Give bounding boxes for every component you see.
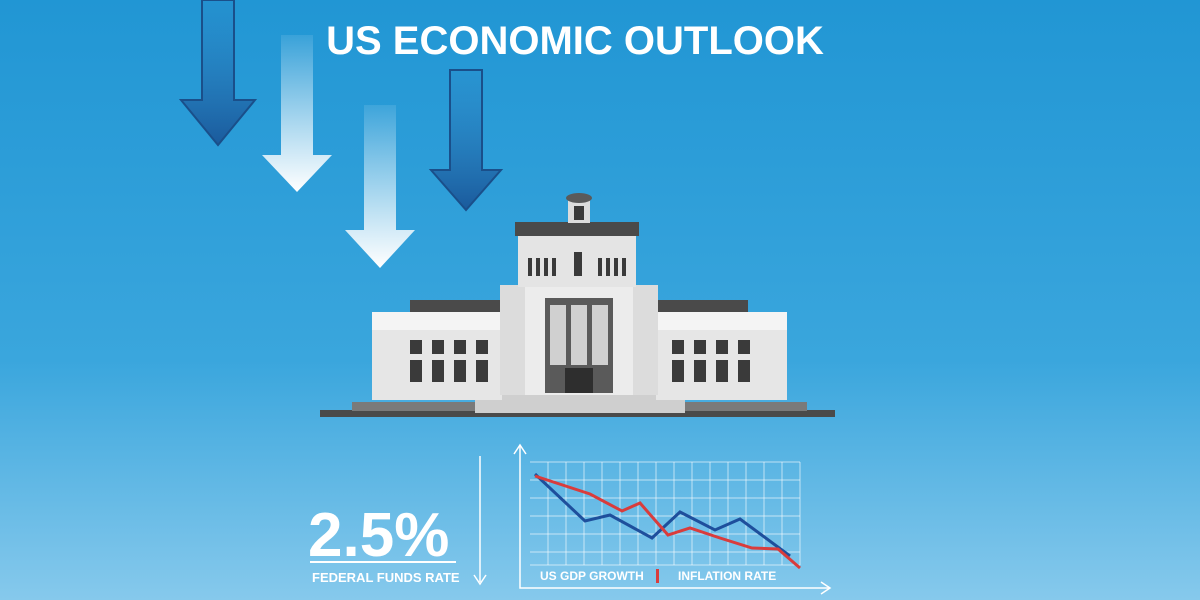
arrows xyxy=(178,0,504,268)
legend-label: US GDP GROWTH xyxy=(540,569,644,583)
building xyxy=(320,193,835,417)
legend-label: INFLATION RATE xyxy=(678,569,776,583)
mini-chart: US GDP GROWTH INFLATION RATE xyxy=(513,443,832,595)
stat-label: FEDERAL FUNDS RATE xyxy=(312,570,460,585)
stat: 2.5% FEDERAL FUNDS RATE xyxy=(308,456,487,586)
title: US ECONOMIC OUTLOOK xyxy=(326,19,824,63)
stat-value: 2.5% xyxy=(308,501,449,570)
